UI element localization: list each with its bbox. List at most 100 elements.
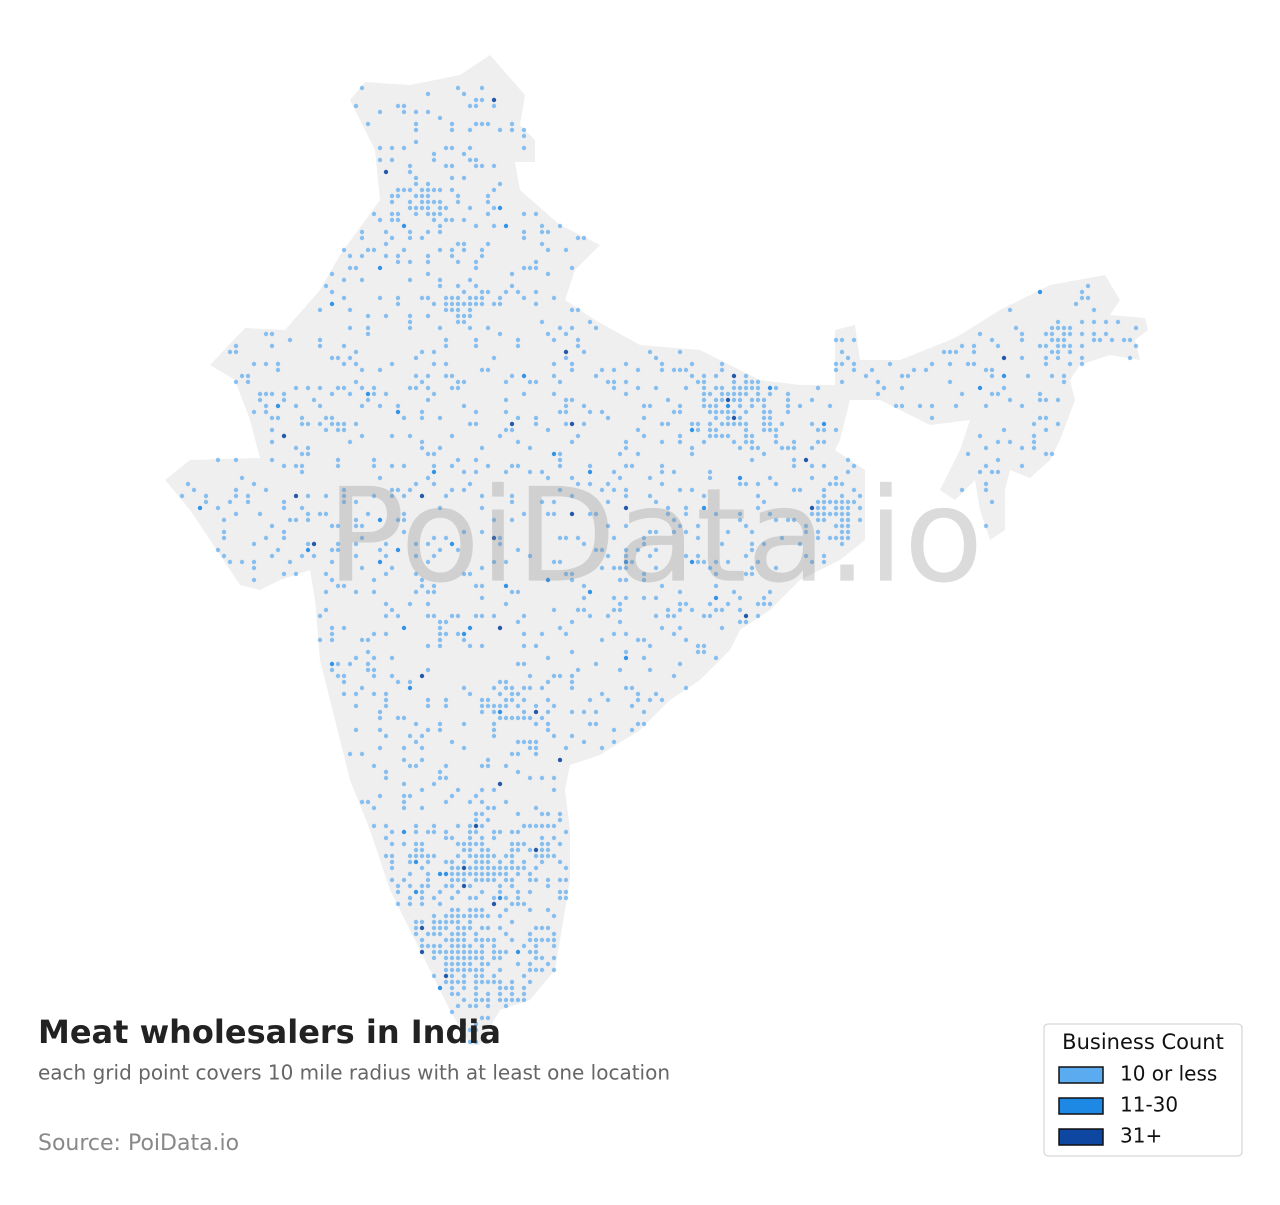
grid-point xyxy=(305,517,311,523)
grid-point xyxy=(263,487,269,493)
grid-point xyxy=(233,457,239,463)
grid-point xyxy=(353,703,359,709)
grid-point xyxy=(389,463,395,469)
grid-point xyxy=(461,289,467,295)
grid-point xyxy=(851,487,857,493)
grid-point xyxy=(635,427,641,433)
grid-point xyxy=(839,535,845,541)
grid-point xyxy=(467,1003,473,1009)
grid-point xyxy=(1001,427,1007,433)
grid-point xyxy=(419,439,425,445)
grid-point xyxy=(341,691,347,697)
grid-point xyxy=(479,835,485,841)
grid-point xyxy=(515,769,521,775)
grid-point xyxy=(503,685,509,691)
grid-point xyxy=(851,367,857,373)
grid-point xyxy=(515,961,521,967)
grid-point xyxy=(251,541,257,547)
grid-point xyxy=(725,391,731,397)
grid-point xyxy=(743,439,749,445)
grid-point xyxy=(545,841,551,847)
grid-point xyxy=(767,589,773,595)
grid-point xyxy=(659,367,665,373)
grid-point xyxy=(839,493,845,499)
grid-point xyxy=(503,997,509,1003)
grid-point xyxy=(635,697,641,703)
grid-point xyxy=(815,529,821,535)
grid-point xyxy=(977,331,983,337)
grid-point xyxy=(755,559,761,565)
grid-point xyxy=(425,271,431,277)
grid-point xyxy=(677,487,683,493)
grid-point xyxy=(383,241,389,247)
grid-point xyxy=(551,295,557,301)
grid-point xyxy=(545,229,551,235)
grid-point xyxy=(413,481,419,487)
grid-point xyxy=(557,559,563,565)
grid-point xyxy=(479,847,485,853)
grid-point xyxy=(395,517,401,523)
grid-point xyxy=(503,931,509,937)
grid-point xyxy=(545,811,551,817)
grid-point xyxy=(461,979,467,985)
grid-point xyxy=(527,949,533,955)
grid-point xyxy=(449,913,455,919)
grid-point xyxy=(821,559,827,565)
grid-point xyxy=(425,253,431,259)
grid-point xyxy=(539,319,545,325)
grid-point xyxy=(467,961,473,967)
grid-point xyxy=(425,259,431,265)
grid-point xyxy=(563,247,569,253)
grid-point xyxy=(545,697,551,703)
grid-point xyxy=(815,499,821,505)
grid-point xyxy=(449,961,455,967)
grid-point xyxy=(749,385,755,391)
grid-point xyxy=(677,523,683,529)
grid-point xyxy=(377,403,383,409)
grid-point xyxy=(827,481,833,487)
grid-point xyxy=(497,301,503,307)
grid-point xyxy=(1025,373,1031,379)
grid-point xyxy=(461,685,467,691)
grid-point xyxy=(431,589,437,595)
grid-point xyxy=(503,1003,509,1009)
grid-point xyxy=(347,391,353,397)
grid-point xyxy=(335,541,341,547)
grid-point xyxy=(419,805,425,811)
grid-point xyxy=(839,499,845,505)
grid-point xyxy=(689,361,695,367)
grid-point xyxy=(473,949,479,955)
grid-point xyxy=(827,535,833,541)
grid-point xyxy=(1109,337,1115,343)
grid-point xyxy=(647,667,653,673)
grid-point xyxy=(407,901,413,907)
grid-point xyxy=(665,397,671,403)
grid-point xyxy=(461,745,467,751)
grid-point xyxy=(491,805,497,811)
grid-point xyxy=(455,871,461,877)
grid-point xyxy=(611,487,617,493)
grid-point xyxy=(557,757,563,763)
grid-point xyxy=(353,265,359,271)
grid-point xyxy=(545,655,551,661)
grid-point xyxy=(557,817,563,823)
grid-point xyxy=(509,991,515,997)
grid-point xyxy=(761,421,767,427)
grid-point xyxy=(491,871,497,877)
grid-point xyxy=(443,373,449,379)
grid-point xyxy=(1061,331,1067,337)
grid-point xyxy=(713,403,719,409)
grid-point xyxy=(365,313,371,319)
grid-point xyxy=(833,511,839,517)
grid-point xyxy=(647,493,653,499)
grid-point xyxy=(497,979,503,985)
grid-point xyxy=(491,829,497,835)
grid-point xyxy=(683,553,689,559)
grid-point xyxy=(317,403,323,409)
grid-point xyxy=(437,631,443,637)
grid-point xyxy=(455,307,461,313)
grid-point xyxy=(623,493,629,499)
grid-point xyxy=(437,223,443,229)
grid-point xyxy=(437,283,443,289)
grid-point xyxy=(701,373,707,379)
